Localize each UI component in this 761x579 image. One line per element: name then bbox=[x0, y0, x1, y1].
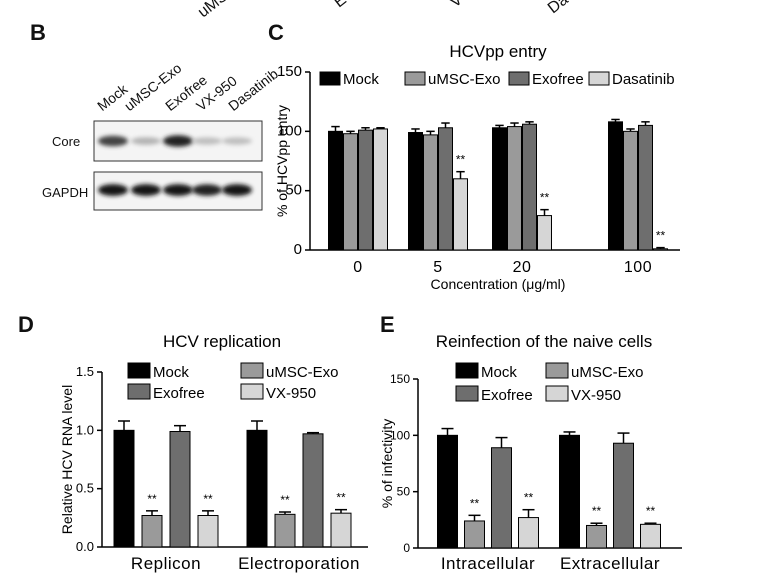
blot-band bbox=[222, 137, 252, 145]
y-tick-label: 100 bbox=[277, 122, 302, 139]
significance-marker: ** bbox=[540, 191, 550, 205]
legend-swatch bbox=[240, 383, 264, 400]
x-category-label: Replicon bbox=[131, 554, 201, 573]
blot-row-label-gapdh: GAPDH bbox=[42, 185, 89, 200]
legend-swatch bbox=[545, 362, 569, 379]
panel-letter: E bbox=[380, 312, 395, 337]
blot-band bbox=[222, 184, 252, 196]
chart-title: HCVpp entry bbox=[449, 42, 547, 61]
legend-swatch bbox=[240, 362, 264, 379]
y-tick-label: 0 bbox=[403, 541, 410, 555]
bar bbox=[586, 524, 607, 549]
y-axis-label: % of HCVpp entry bbox=[274, 105, 290, 217]
y-tick-label: 0 bbox=[294, 241, 302, 258]
x-category-label: 20 bbox=[513, 259, 532, 276]
gapdh-bands bbox=[98, 184, 252, 196]
legend-swatch bbox=[127, 383, 151, 400]
legend-swatch bbox=[319, 71, 341, 86]
legend-label: VX-950 bbox=[266, 385, 316, 402]
significance-marker: ** bbox=[524, 491, 534, 505]
y-tick-label: 100 bbox=[390, 428, 410, 442]
panel-letter: D bbox=[18, 312, 34, 337]
bar bbox=[491, 447, 512, 549]
blot-band bbox=[192, 184, 222, 196]
significance-marker: ** bbox=[456, 153, 466, 167]
x-axis-label: Concentration (μg/ml) bbox=[431, 276, 566, 292]
blot-band bbox=[98, 184, 128, 196]
legend-label: uMSC-Exo bbox=[428, 71, 501, 88]
y-tick-label: 0.5 bbox=[76, 481, 94, 496]
significance-marker: ** bbox=[592, 504, 602, 518]
legend-label: Mock bbox=[153, 364, 189, 381]
legend-swatch bbox=[127, 362, 151, 379]
legend-swatch bbox=[455, 362, 479, 379]
significance-marker: ** bbox=[203, 492, 213, 506]
legend-swatch bbox=[588, 71, 610, 86]
legend-label: uMSC-Exo bbox=[571, 364, 644, 381]
legend-label: Exofree bbox=[153, 385, 205, 402]
bar bbox=[640, 523, 661, 549]
significance-marker: ** bbox=[147, 492, 157, 506]
blot-band bbox=[163, 184, 193, 196]
significance-marker: ** bbox=[470, 496, 480, 510]
legend-label: Exofree bbox=[532, 71, 584, 88]
y-tick-label: 150 bbox=[277, 63, 302, 80]
legend-label: Mock bbox=[481, 364, 517, 381]
x-category-label: 5 bbox=[433, 259, 442, 276]
legend-swatch bbox=[455, 385, 479, 402]
y-tick-label: 150 bbox=[390, 372, 410, 386]
blot-band bbox=[163, 135, 193, 147]
core-bands bbox=[98, 135, 252, 147]
legend-swatch bbox=[508, 71, 530, 86]
bar bbox=[613, 442, 634, 549]
blot-band bbox=[131, 184, 161, 196]
blot-band bbox=[192, 137, 222, 145]
chart-title: HCV replication bbox=[163, 332, 281, 351]
legend-label: uMSC-Exo bbox=[266, 364, 339, 381]
legend-label: Dasatinib bbox=[612, 71, 675, 88]
western-blot-image bbox=[93, 120, 263, 211]
significance-marker: ** bbox=[280, 493, 290, 507]
x-category-label: Intracellular bbox=[441, 554, 535, 573]
x-category-label: Electroporation bbox=[238, 554, 360, 573]
bar bbox=[464, 520, 485, 549]
legend-label: VX-950 bbox=[571, 387, 621, 404]
y-tick-label: 0.0 bbox=[76, 539, 94, 554]
y-axis-label: Relative HCV RNA level bbox=[59, 385, 75, 534]
y-tick-label: 1.5 bbox=[76, 364, 94, 379]
legend-label: Mock bbox=[343, 71, 379, 88]
blot-band bbox=[131, 137, 161, 145]
x-category-label: 0 bbox=[353, 259, 362, 276]
x-category-label: 100 bbox=[624, 259, 652, 276]
bar bbox=[518, 517, 539, 549]
blot-band bbox=[98, 135, 128, 147]
y-tick-label: 50 bbox=[397, 485, 411, 499]
bar bbox=[559, 434, 580, 549]
y-tick-label: 50 bbox=[285, 182, 302, 199]
chart-title: Reinfection of the naive cells bbox=[436, 332, 652, 351]
significance-marker: ** bbox=[656, 229, 666, 243]
panel-letter: C bbox=[268, 20, 284, 45]
legend-swatch bbox=[545, 385, 569, 402]
blot-row-label-core: Core bbox=[52, 134, 81, 149]
significance-marker: ** bbox=[336, 491, 346, 505]
legend-label: Exofree bbox=[481, 387, 533, 404]
y-axis-label: % of infectivity bbox=[379, 419, 395, 508]
bar bbox=[437, 434, 458, 549]
y-tick-label: 1.0 bbox=[76, 422, 94, 437]
significance-marker: ** bbox=[646, 504, 656, 518]
panel-letter: B bbox=[30, 20, 46, 45]
x-category-label: Extracellular bbox=[560, 554, 660, 573]
legend-swatch bbox=[404, 71, 426, 86]
